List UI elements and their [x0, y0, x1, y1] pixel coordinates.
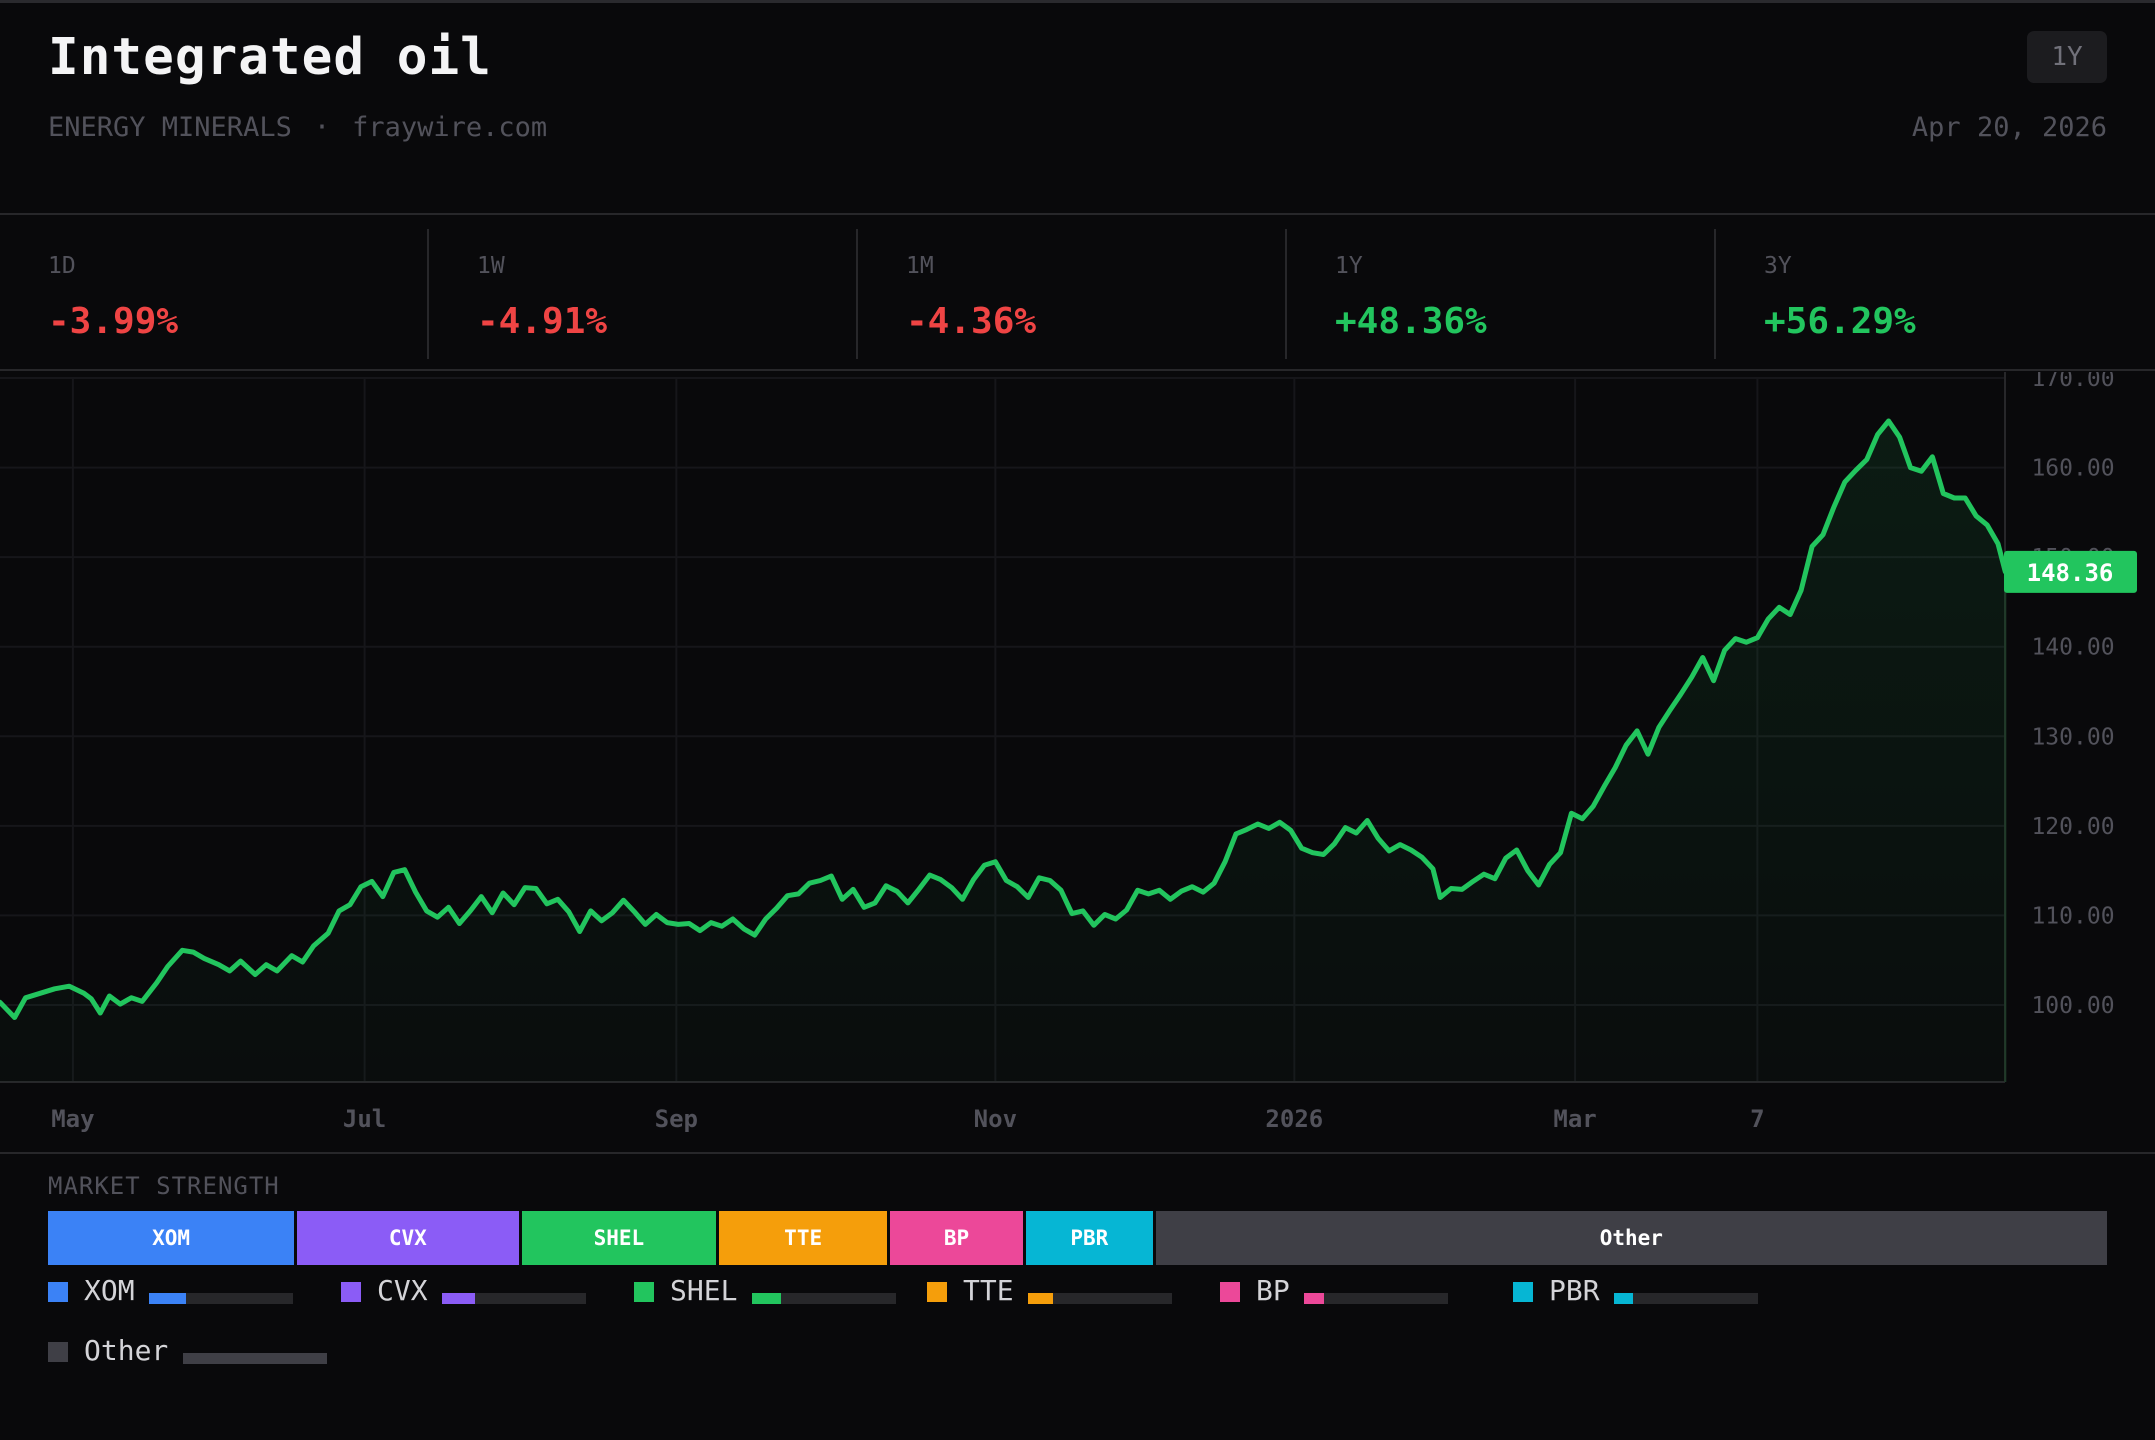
legend-strength-fill [442, 1293, 475, 1304]
legend-swatch [927, 1282, 947, 1302]
y-tick-label: 160.00 [2031, 456, 2114, 482]
stat-1y: 1Y +48.36% [1287, 229, 1716, 359]
stat-divider [1714, 229, 1716, 359]
legend-label: BP [1256, 1274, 1290, 1307]
last-value-tag [2004, 550, 2137, 593]
date-label: Apr 20, 2026 [1911, 112, 2107, 143]
subtitle-separator: · [313, 112, 331, 143]
stat-label: 3Y [1764, 253, 1792, 279]
legend-strength-track [1304, 1293, 1448, 1304]
legend-item-tte: TTE [927, 1272, 1207, 1312]
stat-divider [856, 229, 858, 359]
legend-label: PBR [1549, 1274, 1600, 1307]
legend-label: SHEL [670, 1274, 738, 1307]
y-tick-label: 120.00 [2031, 814, 2114, 840]
y-tick-label: 100.00 [2031, 993, 2114, 1019]
legend-strength-track [1028, 1293, 1172, 1304]
legend-item-cvx: CVX [341, 1272, 621, 1312]
x-tick-label: Nov [974, 1105, 1017, 1133]
legend-label: CVX [377, 1274, 428, 1307]
performance-stats: 1D -3.99% 1W -4.91% 1M -4.36% 1Y +48.36%… [0, 215, 2155, 370]
divider-stats [0, 369, 2155, 371]
top-border [0, 0, 2155, 3]
stat-label: 1M [906, 253, 934, 279]
stat-label: 1D [48, 253, 76, 279]
legend-swatch [48, 1342, 68, 1362]
stat-label: 1Y [1335, 253, 1363, 279]
legend-strength-fill [149, 1293, 186, 1304]
legend-strength-track [752, 1293, 896, 1304]
last-value-label: 148.36 [2027, 559, 2114, 587]
subtitle: ENERGY MINERALS · fraywire.com [48, 112, 547, 143]
legend-strength-fill [1028, 1293, 1054, 1304]
strength-segment-xom: XOM [48, 1211, 298, 1265]
y-tick-label: 130.00 [2031, 724, 2114, 750]
legend-swatch [634, 1282, 654, 1302]
x-tick-label: Jul [343, 1105, 386, 1133]
x-tick-label: Sep [655, 1105, 698, 1133]
strength-segment-pbr: PBR [1025, 1211, 1156, 1265]
price-chart[interactable]: 100.00110.00120.00130.00140.00150.00160.… [0, 372, 2155, 1152]
strength-segment-other: Other [1155, 1211, 2107, 1265]
legend-item-xom: XOM [48, 1272, 328, 1312]
market-strength-label: MARKET STRENGTH [48, 1172, 280, 1200]
legend-strength-fill [1304, 1293, 1325, 1304]
legend-swatch [1220, 1282, 1240, 1302]
y-tick-label: 110.00 [2031, 903, 2114, 929]
legend-item-bp: BP [1220, 1272, 1500, 1312]
legend-strength-fill [1614, 1293, 1633, 1304]
y-tick-label: 140.00 [2031, 635, 2114, 661]
strength-segment-bp: BP [890, 1211, 1026, 1265]
market-strength-bar: XOM CVX SHEL TTE BP PBR Other [48, 1211, 2107, 1265]
series-line [0, 418, 2008, 1020]
strength-segment-tte: TTE [719, 1211, 891, 1265]
x-tick-label: Mar [1553, 1105, 1596, 1133]
stat-3y: 3Y +56.29% [1716, 229, 2155, 359]
legend-swatch [1513, 1282, 1533, 1302]
stat-value: -4.91% [477, 301, 608, 342]
stat-value: -4.36% [906, 301, 1037, 342]
legend-item-pbr: PBR [1513, 1272, 1793, 1312]
stat-divider [427, 229, 429, 359]
legend-label: XOM [84, 1274, 135, 1307]
page-title: Integrated oil [48, 28, 492, 87]
stat-value: +56.29% [1764, 301, 1916, 342]
legend-strength-track [1614, 1293, 1758, 1304]
stat-value: -3.99% [48, 301, 179, 342]
y-tick-label: 170.00 [2031, 372, 2114, 392]
stat-value: +48.36% [1335, 301, 1487, 342]
legend-strength-fill [752, 1293, 782, 1304]
category-label: ENERGY MINERALS [48, 112, 292, 143]
legend-swatch [341, 1282, 361, 1302]
stat-1m: 1M -4.36% [858, 229, 1287, 359]
legend-strength-fill [183, 1353, 327, 1364]
divider-top [0, 213, 2155, 215]
legend-item-other: Other [48, 1332, 328, 1372]
stat-1w: 1W -4.91% [429, 229, 858, 359]
x-tick-label: 2026 [1265, 1105, 1323, 1133]
legend-label: Other [84, 1334, 169, 1367]
strength-segment-cvx: CVX [297, 1211, 522, 1265]
x-tick-label: May [51, 1105, 94, 1133]
legend-item-shel: SHEL [634, 1272, 914, 1312]
range-button[interactable]: 1Y [2027, 31, 2107, 83]
x-tick-label: 7 [1750, 1105, 1764, 1133]
series-area [0, 421, 2006, 1082]
strength-segment-shel: SHEL [521, 1211, 720, 1265]
source-link[interactable]: fraywire.com [352, 112, 548, 143]
legend-swatch [48, 1282, 68, 1302]
stat-1d: 1D -3.99% [0, 229, 429, 359]
legend-label: TTE [963, 1274, 1014, 1307]
legend-strength-track [183, 1353, 327, 1364]
legend-strength-track [149, 1293, 293, 1304]
stat-divider [1285, 229, 1287, 359]
stat-label: 1W [477, 253, 505, 279]
divider-bottom [0, 1152, 2155, 1154]
legend-strength-track [442, 1293, 586, 1304]
